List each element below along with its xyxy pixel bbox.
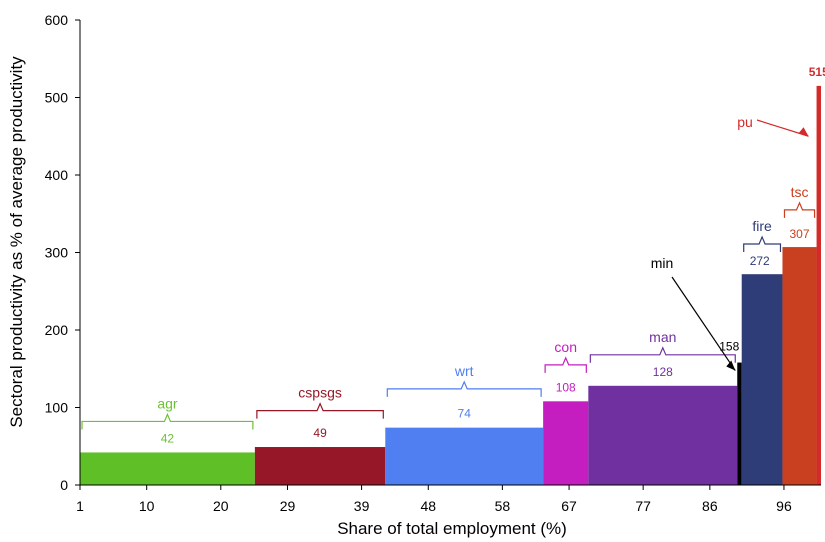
x-tick-label: 29 [280, 498, 296, 514]
y-tick-label: 0 [60, 477, 68, 493]
y-axis-title: Sectoral productivity as % of average pr… [7, 56, 26, 428]
sector-label-agr: agr [157, 395, 178, 411]
plot-area [80, 85, 821, 485]
x-tick-label: 1 [76, 498, 84, 514]
sector-label-tsc: tsc [791, 184, 809, 200]
x-tick-label: 67 [561, 498, 577, 514]
sector-label-min: min [651, 255, 674, 271]
bracket-cspsgs [256, 402, 384, 419]
y-tick-label: 300 [45, 245, 69, 261]
bracket-man [589, 346, 736, 363]
value-label-wrt: 74 [458, 407, 472, 421]
y-tick-label: 200 [45, 322, 69, 338]
sector-label-cspsgs: cspsgs [298, 385, 342, 401]
y-tick-label: 600 [45, 12, 69, 28]
sector-label-con: con [554, 339, 577, 355]
value-label-con: 108 [556, 380, 576, 394]
bar-pu [816, 85, 821, 485]
x-tick-label: 20 [213, 498, 229, 514]
y-ticks: 0 100 200 300 400 500 600 [45, 12, 80, 493]
annotations: 42 agr 49 cspsgs 74 wrt 108 con 128 man 158 min 272 f… [81, 65, 825, 445]
bracket-tsc [783, 201, 816, 218]
value-label-min: 158 [719, 340, 739, 354]
bar-wrt [385, 427, 544, 485]
value-label-tsc: 307 [789, 227, 809, 241]
sector-label-man: man [649, 329, 676, 345]
arrowhead-pu [798, 127, 809, 137]
sector-label-wrt: wrt [454, 363, 474, 379]
value-label-man: 128 [653, 365, 673, 379]
x-tick-label: 86 [702, 498, 718, 514]
x-tick-label: 77 [635, 498, 651, 514]
value-label-pu: 515 [809, 65, 825, 79]
bracket-agr [81, 412, 254, 430]
bar-man [588, 385, 738, 485]
bar-cspsgs [254, 447, 386, 485]
y-tick-label: 100 [45, 400, 69, 416]
value-label-fire: 272 [750, 254, 770, 268]
value-label-agr: 42 [161, 431, 175, 445]
y-tick-label: 400 [45, 167, 69, 183]
bar-tsc [782, 247, 817, 485]
x-tick-label: 96 [776, 498, 792, 514]
bar-agr [80, 452, 255, 485]
y-tick-label: 500 [45, 90, 69, 106]
x-tick-label: 39 [354, 498, 370, 514]
arrowhead-min [726, 360, 736, 371]
x-tick-label: 10 [139, 498, 155, 514]
x-tick-label: 48 [420, 498, 436, 514]
bracket-wrt [386, 380, 542, 397]
x-tick-label: 58 [495, 498, 511, 514]
bar-fire [741, 274, 783, 485]
x-axis-title: Share of total employment (%) [337, 519, 567, 538]
bar-min [737, 362, 742, 485]
leader-line-min [671, 276, 736, 371]
bracket-con [544, 356, 587, 373]
sector-label-pu: pu [737, 114, 753, 130]
sector-label-fire: fire [752, 218, 772, 234]
value-label-cspsgs: 49 [313, 426, 327, 440]
x-ticks: 1 10 20 29 39 48 58 67 77 86 96 [76, 485, 792, 514]
bracket-fire [743, 235, 782, 252]
bar-con [543, 401, 589, 485]
